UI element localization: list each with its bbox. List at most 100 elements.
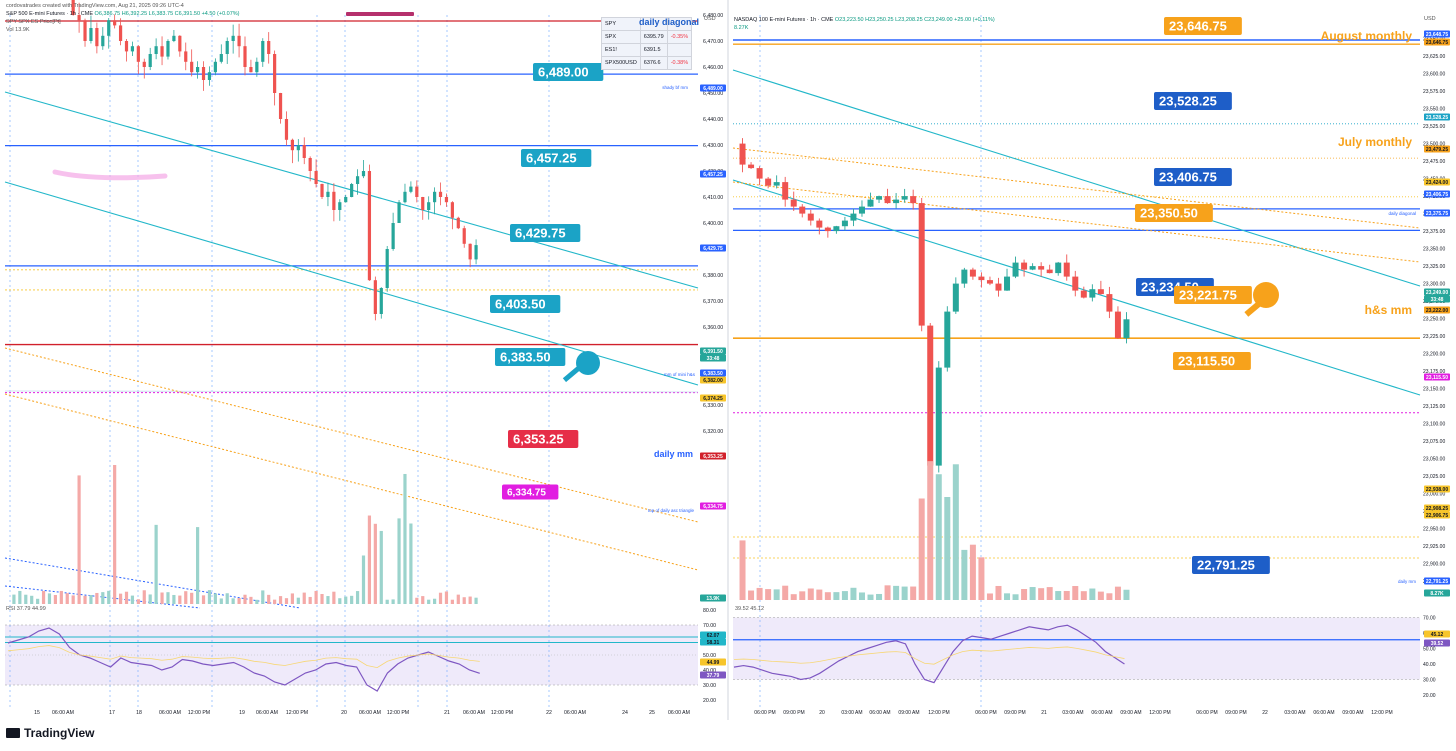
right-volume-bar bbox=[824, 592, 831, 600]
right-candle bbox=[833, 226, 840, 232]
tradingview-logo[interactable]: TradingView bbox=[6, 726, 94, 740]
right-volume-bar bbox=[858, 592, 865, 600]
right-volume-bar bbox=[876, 593, 883, 600]
right-currency: USD bbox=[1424, 16, 1436, 22]
left-x-tick: 06:00 AM bbox=[256, 710, 278, 716]
right-axis-label-bg bbox=[1424, 577, 1450, 585]
left-candle bbox=[273, 54, 277, 93]
left-volume-bar bbox=[379, 530, 383, 604]
left-candle bbox=[190, 61, 194, 73]
left-orange-diag-1 bbox=[4, 347, 699, 523]
left-candle bbox=[403, 191, 407, 203]
left-volume-label[interactable]: Vol 13.9K bbox=[6, 27, 30, 33]
right-rsi-label[interactable]: 39.52 45.12 bbox=[735, 606, 765, 612]
right-y-tick: 23,250.00 bbox=[1423, 317, 1445, 323]
left-candle bbox=[438, 191, 443, 197]
left-candle bbox=[462, 228, 466, 244]
left-volume-bar bbox=[255, 599, 259, 604]
left-candle bbox=[231, 35, 235, 41]
left-volume-bar bbox=[338, 598, 342, 604]
right-volume-bar bbox=[935, 474, 942, 600]
left-candle bbox=[160, 46, 164, 57]
left-volume-bar bbox=[344, 596, 348, 604]
right-rsi-tick: 30.00 bbox=[1423, 678, 1436, 684]
left-candle bbox=[118, 25, 123, 41]
left-volume-bar bbox=[367, 515, 372, 604]
table-row: SPX500USD 6376.6 -0.38% bbox=[601, 56, 693, 70]
right-axis-label: 8.27K bbox=[1430, 591, 1444, 597]
right-candle bbox=[1114, 311, 1121, 339]
left-volume-bar bbox=[290, 593, 294, 604]
left-symbol-line[interactable]: S&P 500 E-mini Futures · 1h · CME O6,386… bbox=[6, 11, 240, 18]
left-volume-bar bbox=[113, 465, 117, 604]
right-level-tag-bg bbox=[1135, 204, 1213, 222]
left-axis-label-bg bbox=[700, 170, 726, 178]
left-ohlc: O6,386.75 H6,392.25 L6,383.75 C6,391.50 … bbox=[94, 11, 240, 17]
right-volume-bar bbox=[739, 540, 746, 600]
left-candle bbox=[207, 72, 212, 80]
left-candle bbox=[107, 20, 111, 36]
right-axis-label: 23,249.00 bbox=[1426, 290, 1448, 296]
left-key-stem bbox=[562, 366, 580, 383]
left-volume-bar bbox=[201, 595, 206, 604]
left-axis-label-bg bbox=[700, 658, 726, 666]
left-rsi-line bbox=[7, 627, 480, 692]
left-daily-diagonal-note: daily diagonal bbox=[639, 17, 700, 27]
right-axis-label: 45.12 bbox=[1431, 632, 1444, 638]
left-volume-bar bbox=[166, 592, 170, 604]
left-axis-label-bg bbox=[700, 244, 726, 252]
left-candle bbox=[201, 67, 206, 80]
right-candle bbox=[790, 199, 797, 207]
right-volume-bar bbox=[978, 557, 985, 600]
left-axis-label: 6,353.25 bbox=[703, 454, 723, 460]
right-x-tick: 21 bbox=[1041, 710, 1047, 716]
left-rsi-label[interactable]: RSI 37.79 44.99 bbox=[6, 606, 46, 612]
right-volume-label[interactable]: 8.27K bbox=[734, 25, 749, 31]
right-candle bbox=[799, 206, 806, 214]
left-candle bbox=[302, 145, 306, 158]
left-volume-bar bbox=[30, 595, 34, 604]
left-note-daily-mm: daily mm bbox=[654, 449, 693, 459]
left-candle bbox=[166, 41, 170, 57]
left-level-tag-bg bbox=[490, 295, 561, 313]
left-y-tick: 6,430.00 bbox=[703, 143, 723, 149]
left-rsi-tick: 80.00 bbox=[703, 608, 716, 614]
right-volume-bar bbox=[1123, 589, 1130, 600]
left-candle bbox=[379, 288, 383, 314]
watchlist-table[interactable]: SPY SPX 6395.79 -0.35% ES1! 6391.5 SPX500US… bbox=[601, 17, 693, 70]
right-level-tag: 23,528.25 bbox=[1159, 94, 1217, 109]
right-volume-bar bbox=[773, 589, 780, 600]
pink-highlight bbox=[52, 169, 168, 181]
left-x-tick: 25 bbox=[649, 710, 655, 716]
left-level-tag: 6,353.25 bbox=[513, 432, 564, 447]
right-x-tick: 12:00 PM bbox=[928, 710, 949, 716]
left-volume-bar bbox=[77, 475, 81, 604]
right-rsi-tick: 70.00 bbox=[1423, 616, 1436, 622]
left-x-tick: 06:00 AM bbox=[52, 710, 74, 716]
right-volume-bar bbox=[1038, 588, 1045, 600]
left-volume-bar bbox=[421, 596, 425, 604]
right-candle bbox=[995, 283, 1002, 291]
right-note-august: August monthly bbox=[1321, 29, 1413, 43]
left-indicator-label[interactable]: SPY SPX ES Price[Pt] bbox=[6, 19, 61, 25]
left-volume-bar bbox=[231, 598, 235, 604]
left-x-tick: 12:00 PM bbox=[387, 710, 409, 716]
left-volume-bar bbox=[95, 592, 99, 604]
right-y-tick: 23,050.00 bbox=[1423, 457, 1445, 463]
right-symbol-line[interactable]: NASDAQ 100 E-mini Futures · 1h · CME O23… bbox=[734, 17, 995, 24]
right-note-july: July monthly bbox=[1338, 135, 1412, 149]
left-volume-bar bbox=[350, 595, 354, 604]
left-volume-bar bbox=[273, 599, 277, 604]
left-candle bbox=[130, 46, 135, 52]
top-marker bbox=[346, 12, 414, 16]
left-y-tick: 6,400.00 bbox=[703, 221, 723, 227]
right-x-tick: 06:00 PM bbox=[1196, 710, 1217, 716]
left-candle bbox=[308, 158, 312, 171]
right-volume-bar bbox=[1021, 589, 1028, 600]
left-axis-label: 6,374.25 bbox=[703, 396, 723, 402]
left-volume-bar bbox=[178, 595, 182, 604]
left-candle bbox=[219, 54, 223, 62]
right-volume-bar bbox=[961, 549, 968, 600]
left-volume-bar bbox=[196, 527, 200, 604]
right-volume-bar bbox=[833, 592, 840, 600]
